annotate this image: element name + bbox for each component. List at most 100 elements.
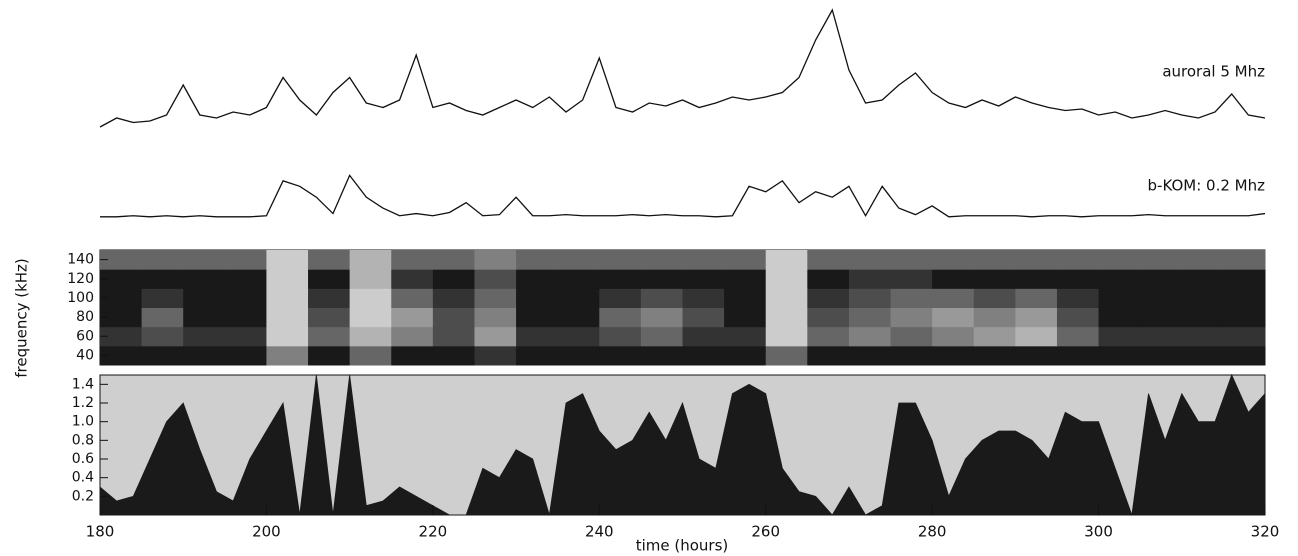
heat-cell: [1015, 307, 1058, 328]
heat-cell: [1181, 288, 1224, 308]
heat-cell: [432, 307, 475, 328]
heat-cell: [141, 288, 184, 308]
heat-cell: [890, 250, 933, 270]
heat-cell: [474, 288, 517, 308]
x-tick-label: 260: [751, 523, 780, 541]
heat-cell: [1223, 326, 1266, 347]
y-tick-label: 1.4: [72, 376, 94, 392]
heat-cell: [724, 269, 767, 289]
heat-cell: [932, 269, 975, 289]
x-tick-label: 240: [585, 523, 614, 541]
heat-cell: [890, 326, 933, 347]
y-tick-label: 120: [67, 271, 94, 287]
heat-cell: [516, 288, 559, 308]
heat-cell: [432, 326, 475, 347]
heat-cell: [765, 345, 808, 366]
heat-cell: [599, 307, 642, 328]
heat-cell: [682, 269, 725, 289]
heat-cell: [640, 269, 683, 289]
y-tick-label: 100: [67, 290, 94, 306]
heat-cell: [391, 288, 434, 308]
heat-cell: [765, 326, 808, 347]
heat-cell: [391, 345, 434, 366]
heat-cell: [100, 250, 143, 270]
heat-cell: [308, 307, 351, 328]
heat-cell: [183, 326, 226, 347]
heat-cell: [724, 307, 767, 328]
heat-cell: [640, 307, 683, 328]
y-tick-label: 0.8: [72, 432, 94, 448]
heat-cell: [1223, 307, 1266, 328]
heat-cell: [973, 345, 1016, 366]
heat-cell: [516, 307, 559, 328]
heat-cell: [890, 269, 933, 289]
x-tick-label: 320: [1251, 523, 1280, 541]
heat-cell: [183, 269, 226, 289]
heat-cell: [599, 250, 642, 270]
heat-cell: [557, 269, 600, 289]
x-tick-label: 180: [86, 523, 115, 541]
heat-cell: [599, 269, 642, 289]
heat-cell: [1098, 288, 1141, 308]
heat-cell: [432, 269, 475, 289]
heat-cell: [932, 288, 975, 308]
heat-cell: [682, 345, 725, 366]
heat-cell: [599, 288, 642, 308]
heat-cell: [516, 250, 559, 270]
heat-cell: [599, 326, 642, 347]
series-line: [99, 8, 1266, 128]
heat-cell: [349, 307, 392, 328]
heat-cell: [724, 345, 767, 366]
heat-cell: [100, 326, 143, 347]
heat-cell: [1015, 326, 1058, 347]
heat-cell: [807, 345, 850, 366]
heat-cell: [224, 250, 267, 270]
heat-cell: [391, 307, 434, 328]
y-tick-label: 0.2: [72, 488, 94, 504]
heat-cell: [1223, 288, 1266, 308]
heat-cell: [349, 269, 392, 289]
heat-cell: [349, 326, 392, 347]
heat-cell: [890, 307, 933, 328]
heat-cell: [308, 345, 351, 366]
heat-cell: [932, 307, 975, 328]
heat-cell: [1098, 250, 1141, 270]
heat-cell: [474, 269, 517, 289]
heat-cell: [973, 269, 1016, 289]
heat-cell: [224, 307, 267, 328]
heat-cell: [1140, 269, 1183, 289]
heat-cell: [516, 326, 559, 347]
heat-cell: [1015, 345, 1058, 366]
heat-cell: [1181, 250, 1224, 270]
heat-cell: [765, 269, 808, 289]
heat-cell: [224, 288, 267, 308]
heat-cell: [1181, 345, 1224, 366]
y-tick-label: 60: [76, 328, 94, 344]
heat-cell: [973, 250, 1016, 270]
heat-cell: [1098, 269, 1141, 289]
heat-cell: [724, 288, 767, 308]
heat-cell: [640, 345, 683, 366]
heat-cell: [349, 250, 392, 270]
heat-cell: [973, 326, 1016, 347]
heat-cell: [640, 326, 683, 347]
x-tick-label: 300: [1084, 523, 1113, 541]
heat-cell: [141, 307, 184, 328]
heat-cell: [848, 288, 892, 308]
x-axis-label: time (hours): [636, 537, 729, 555]
heat-cell: [1056, 250, 1100, 270]
heat-cell: [432, 345, 475, 366]
heat-cell: [266, 326, 309, 347]
heat-cell: [557, 250, 600, 270]
heat-cell: [474, 250, 517, 270]
heat-cell: [973, 307, 1016, 328]
heat-cell: [973, 288, 1016, 308]
heat-cell: [1181, 307, 1224, 328]
heat-cell: [932, 326, 975, 347]
heat-cell: [1056, 326, 1100, 347]
heat-cell: [1140, 288, 1183, 308]
heat-cell: [599, 345, 642, 366]
y-tick-label: 1.2: [72, 395, 94, 411]
heat-cell: [807, 269, 850, 289]
